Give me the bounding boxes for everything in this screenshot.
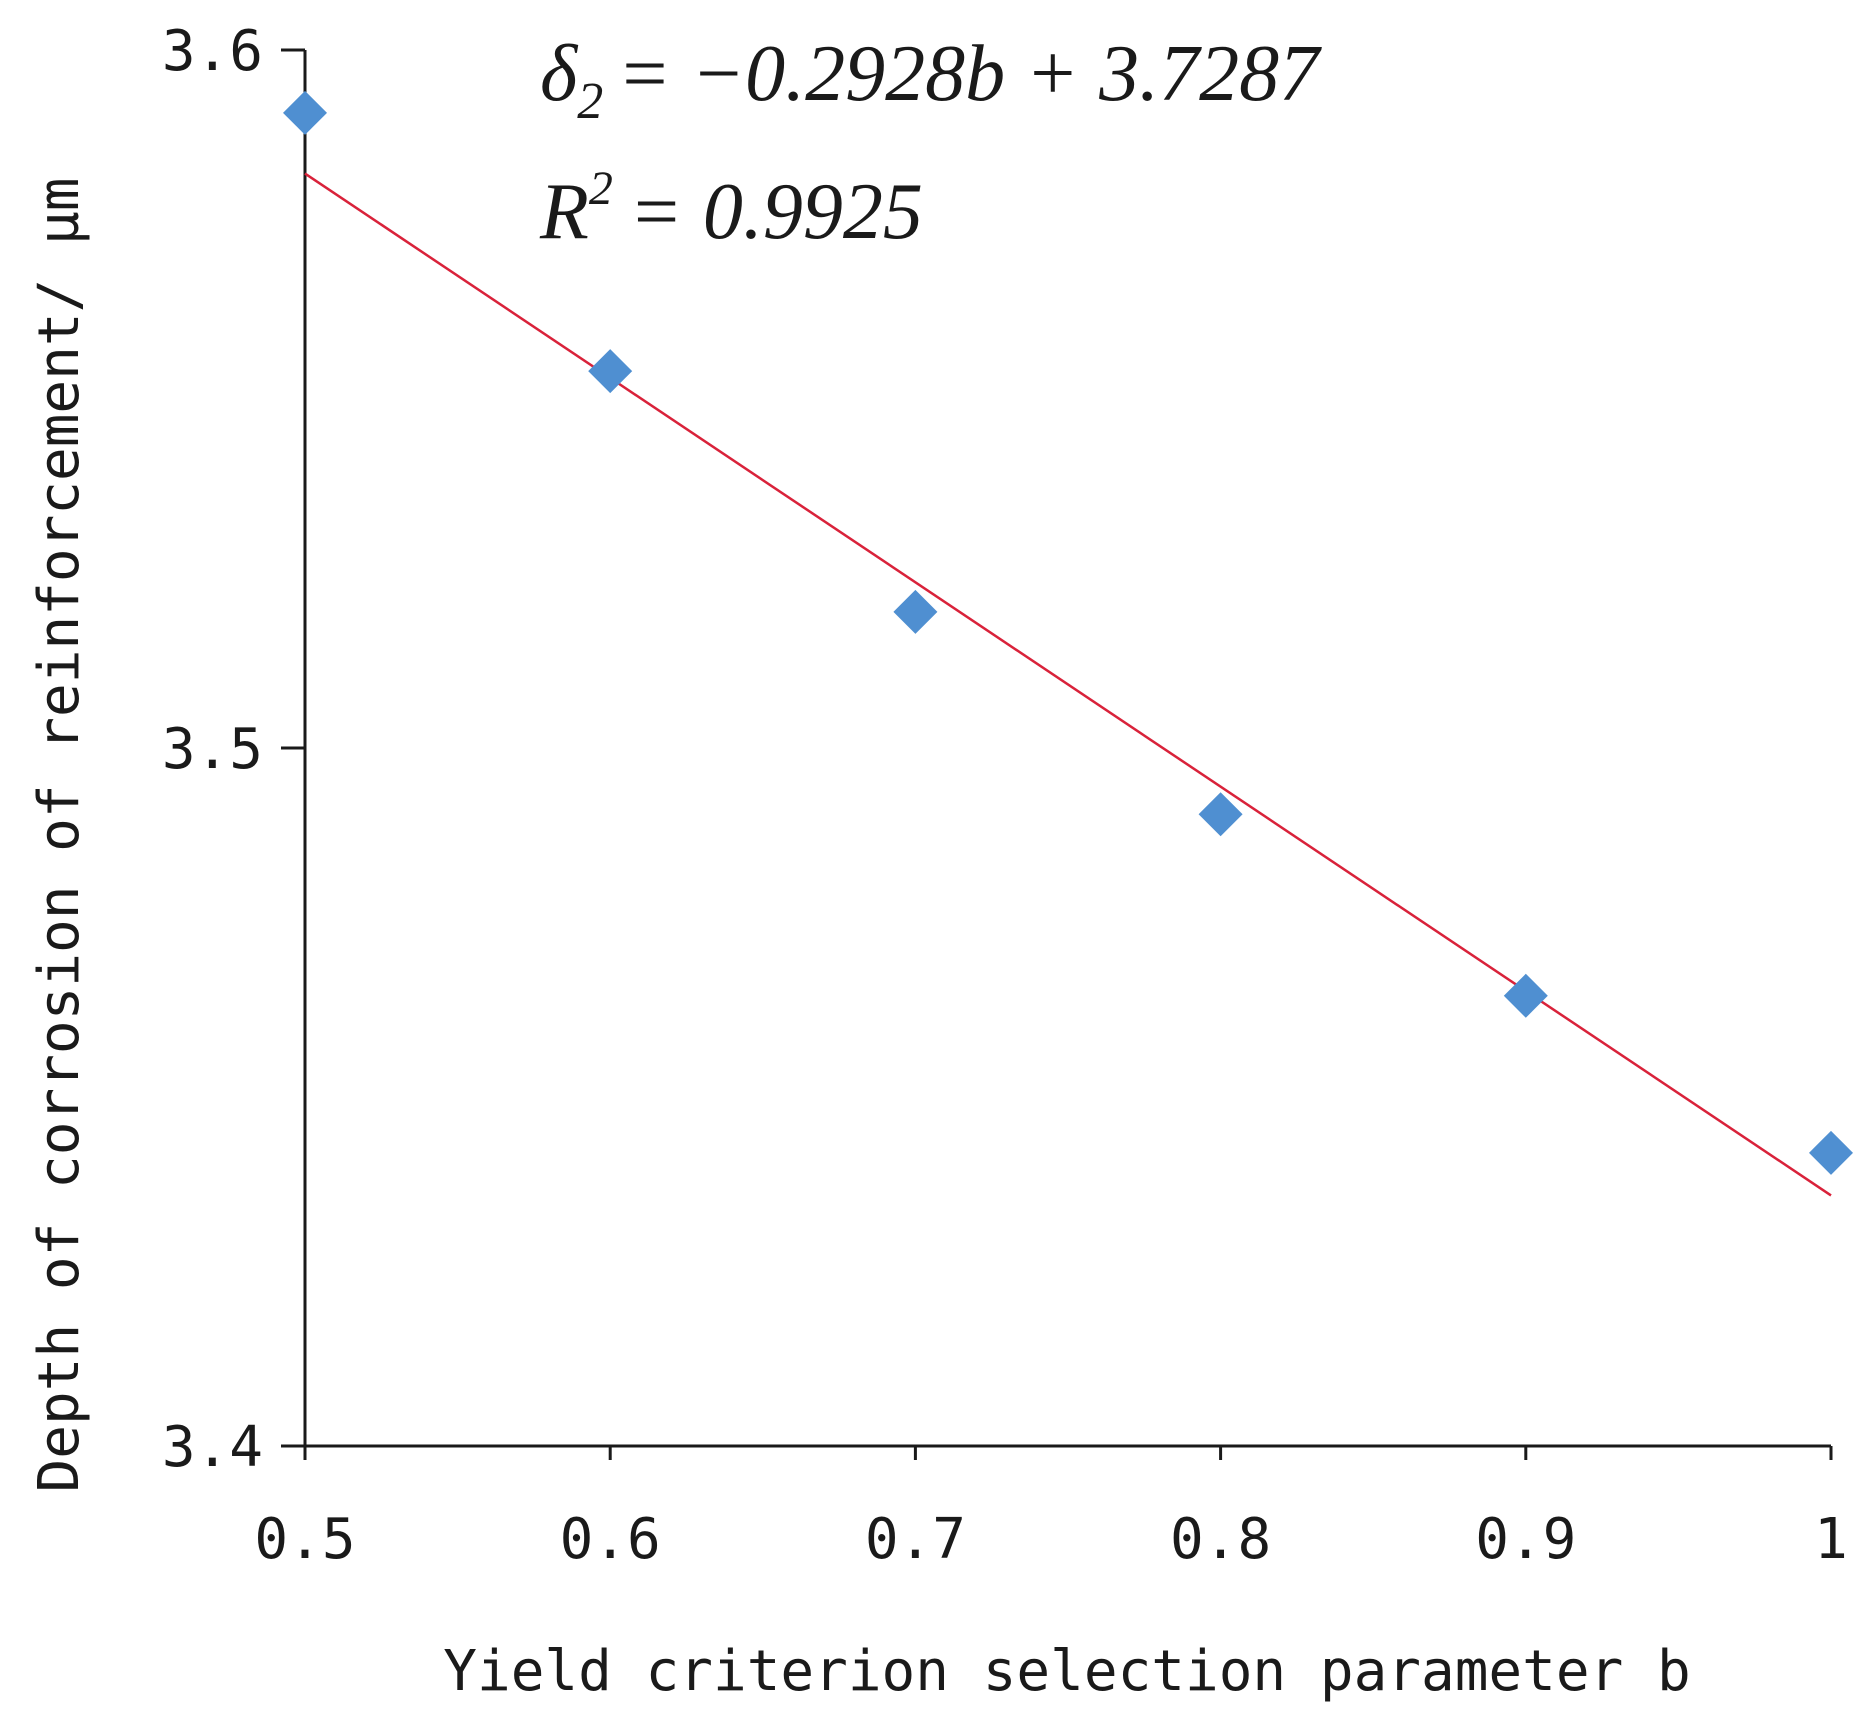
x-tick-label: 0.7 <box>865 1507 966 1572</box>
data-point <box>1198 792 1243 837</box>
trendline-equation: δ2 = −0.2928b + 3.7287 <box>540 30 1322 130</box>
data-points <box>283 90 1853 1175</box>
x-tick-label: 0.6 <box>560 1507 661 1572</box>
x-axis-title: Yield criterion selection parameter b <box>443 1639 1690 1704</box>
y-tick-label: 3.5 <box>162 717 263 782</box>
x-tick-label: 0.5 <box>254 1507 355 1572</box>
tick-marks <box>281 48 1833 1460</box>
data-point <box>893 589 938 634</box>
equation-symbol: δ <box>540 30 579 118</box>
r2-rhs: = 0.9925 <box>629 168 923 256</box>
tick-labels: 0.5 0.6 0.7 0.8 0.9 1 3.4 3.5 3.6 <box>162 19 1848 1572</box>
r-squared-label: R2 = 0.9925 <box>539 162 923 256</box>
y-tick-label: 3.6 <box>162 19 263 84</box>
data-point <box>588 349 633 394</box>
axes <box>303 50 1831 1448</box>
data-point <box>1503 973 1548 1018</box>
trendline <box>304 172 1832 1197</box>
equation-subscript: 2 <box>577 73 603 130</box>
equation-rhs: = −0.2928b + 3.7287 <box>617 30 1322 118</box>
x-tick-label: 0.8 <box>1170 1507 1271 1572</box>
data-point <box>1809 1130 1853 1175</box>
y-tick-label: 3.4 <box>162 1415 263 1480</box>
y-axis-title: Depth of corrosion of reinforcement/ μm <box>27 178 92 1493</box>
r2-superscript: 2 <box>589 162 613 215</box>
data-point <box>283 90 327 135</box>
x-tick-label: 0.9 <box>1475 1507 1576 1572</box>
r2-symbol: R <box>539 168 589 256</box>
x-tick-label: 1 <box>1814 1507 1848 1572</box>
trendline-group <box>304 172 1832 1197</box>
